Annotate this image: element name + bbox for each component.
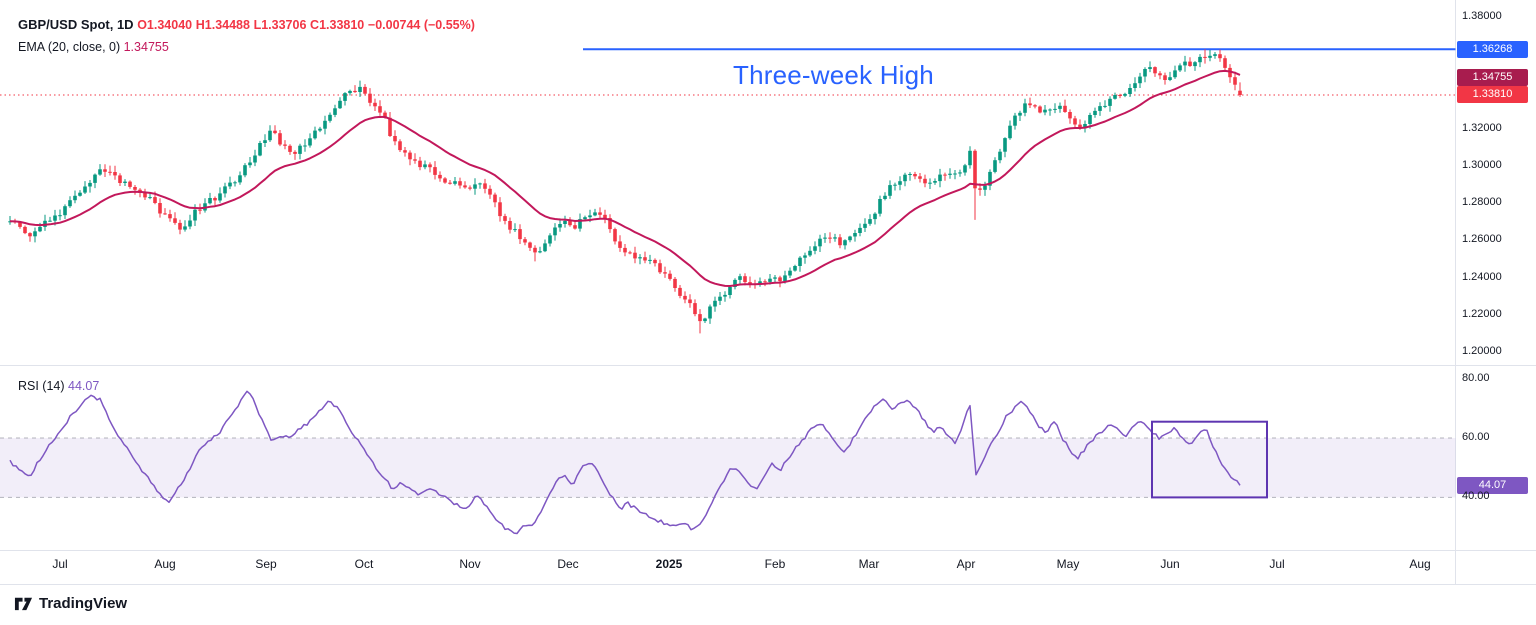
rsi-value-tag: 44.07 <box>1457 476 1528 494</box>
x-axis-label: Feb <box>764 557 786 571</box>
x-axis-label: Dec <box>557 557 579 571</box>
tradingview-logo-icon <box>14 597 33 611</box>
ohlc-change: −0.00744 (−0.55%) <box>367 18 475 32</box>
x-axis-label: 2025 <box>655 557 683 571</box>
ohlc-close: C1.33810 <box>310 18 365 32</box>
x-axis-label: Jun <box>1160 557 1180 571</box>
x-axis-label: Mar <box>858 557 880 571</box>
x-axis-label: Nov <box>459 557 481 571</box>
ema-legend-label[interactable]: EMA (20, close, 0) <box>18 40 121 54</box>
x-axis-label: Oct <box>354 557 374 571</box>
y-axis-tick: 1.22000 <box>1462 307 1502 320</box>
rsi-axis-tick: 60.00 <box>1462 431 1490 443</box>
symbol-title[interactable]: GBP/USD Spot, 1D <box>18 17 134 32</box>
rsi-axis-tick: 40.00 <box>1462 490 1490 503</box>
x-axis-label: May <box>1056 557 1080 571</box>
rsi-legend: RSI (14) 44.07 <box>18 379 99 393</box>
y-axis-tick: 1.32000 <box>1462 121 1502 134</box>
y-axis-tick: 1.30000 <box>1462 158 1502 171</box>
y-axis-tick: 1.24000 <box>1462 270 1502 283</box>
x-axis-label: Sep <box>255 557 277 571</box>
x-axis-label: Jul <box>52 557 68 571</box>
x-axis-label: Apr <box>956 557 976 571</box>
tradingview-logo-text: TradingView <box>39 595 128 612</box>
rsi-legend-label[interactable]: RSI (14) <box>18 379 65 393</box>
price-tag-last-close: 1.33810 <box>1457 86 1528 104</box>
x-axis-label: Aug <box>1409 557 1431 571</box>
x-axis-label: Jul <box>1269 557 1285 571</box>
ohlc-open: O1.34040 <box>137 18 193 32</box>
rsi-axis-tick: 80.00 <box>1462 371 1490 384</box>
ohlc-low: L1.33706 <box>253 18 307 32</box>
symbol-legend: GBP/USD Spot, 1D O1.34040 H1.34488 L1.33… <box>18 14 475 58</box>
y-axis-tick: 1.28000 <box>1462 196 1502 209</box>
y-axis-tick: 1.20000 <box>1462 344 1502 357</box>
ohlc-high: H1.34488 <box>195 18 250 32</box>
y-axis-tick: 1.26000 <box>1462 233 1502 246</box>
x-axis-label: Aug <box>154 557 176 571</box>
tradingview-watermark[interactable]: TradingView <box>14 594 127 613</box>
ema-legend-value: 1.34755 <box>123 40 169 54</box>
price-tag-ema: 1.34755 <box>1457 68 1528 86</box>
price-tag-three-week-high: 1.36268 <box>1457 40 1528 58</box>
annotation-three-week-high: Three-week High <box>733 60 934 90</box>
rsi-legend-value: 44.07 <box>68 379 100 393</box>
y-axis-tick: 1.38000 <box>1462 10 1502 22</box>
